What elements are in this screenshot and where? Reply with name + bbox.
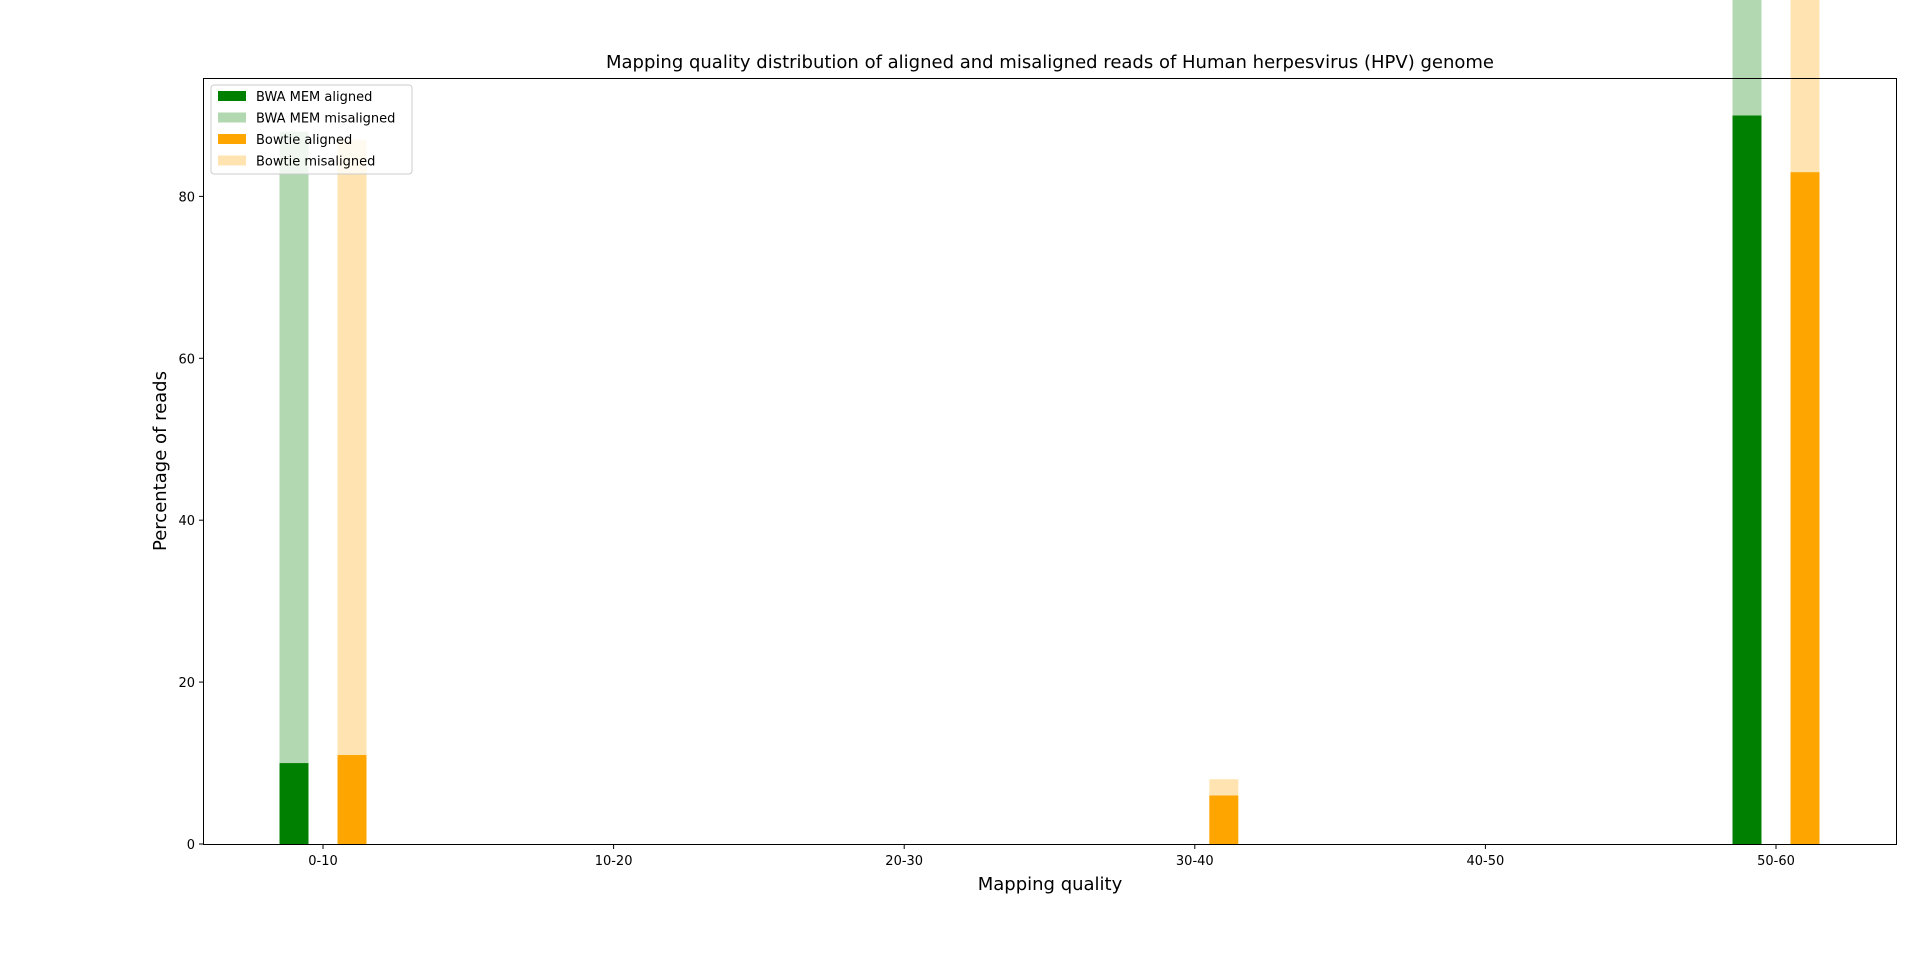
bar-bowtie-misaligned-0-10	[337, 139, 367, 755]
chart-title: Mapping quality distribution of aligned …	[606, 52, 1494, 73]
bar-bwa-mem-misaligned-0-10	[279, 131, 309, 764]
legend-label: BWA MEM aligned	[256, 90, 372, 105]
legend: BWA MEM aligned BWA MEM misaligned Bowtie …	[210, 84, 413, 175]
legend-label: BWA MEM misaligned	[256, 112, 395, 127]
bar-bowtie-aligned-30-40	[1209, 795, 1239, 844]
axes-layer	[203, 78, 1897, 845]
y-tick-label: 0	[187, 838, 195, 853]
legend-label: Bowtie misaligned	[256, 155, 375, 170]
legend-swatch	[218, 112, 246, 123]
y-tick-label: 60	[178, 352, 195, 367]
x-tick-label: 50-60	[1757, 854, 1795, 869]
legend-label: Bowtie aligned	[256, 133, 352, 148]
bars-layer	[279, 0, 1820, 845]
legend-swatch	[218, 91, 246, 101]
bar-bowtie-aligned-50-60	[1790, 172, 1820, 845]
x-axis-ticks: 0-10 10-20 20-30 30-40 40-50 50-60	[308, 844, 1795, 869]
bar-bowtie-misaligned-50-60	[1790, 0, 1820, 173]
plot-frame	[203, 78, 1897, 845]
x-tick-label: 30-40	[1176, 854, 1214, 869]
legend-swatch	[218, 134, 246, 144]
legend-swatch	[218, 155, 246, 166]
bar-bwa-mem-misaligned-50-60	[1732, 0, 1762, 116]
bar-bowtie-aligned-0-10	[337, 754, 367, 844]
bar-bwa-mem-aligned-50-60	[1732, 115, 1762, 844]
y-axis-label: Percentage of reads	[150, 371, 171, 551]
y-tick-label: 40	[178, 514, 195, 529]
x-tick-label: 20-30	[885, 854, 923, 869]
bar-bowtie-misaligned-30-40	[1209, 779, 1239, 796]
x-tick-label: 40-50	[1467, 854, 1505, 869]
x-axis-label: Mapping quality	[978, 874, 1123, 895]
x-tick-label: 0-10	[308, 854, 338, 869]
legend-box	[210, 84, 413, 175]
y-tick-label: 20	[178, 676, 195, 691]
bar-bwa-mem-aligned-0-10	[279, 763, 309, 844]
y-axis-ticks: 0 20 40 60 80	[178, 190, 204, 853]
y-tick-label: 80	[178, 190, 195, 205]
x-tick-label: 10-20	[595, 854, 633, 869]
